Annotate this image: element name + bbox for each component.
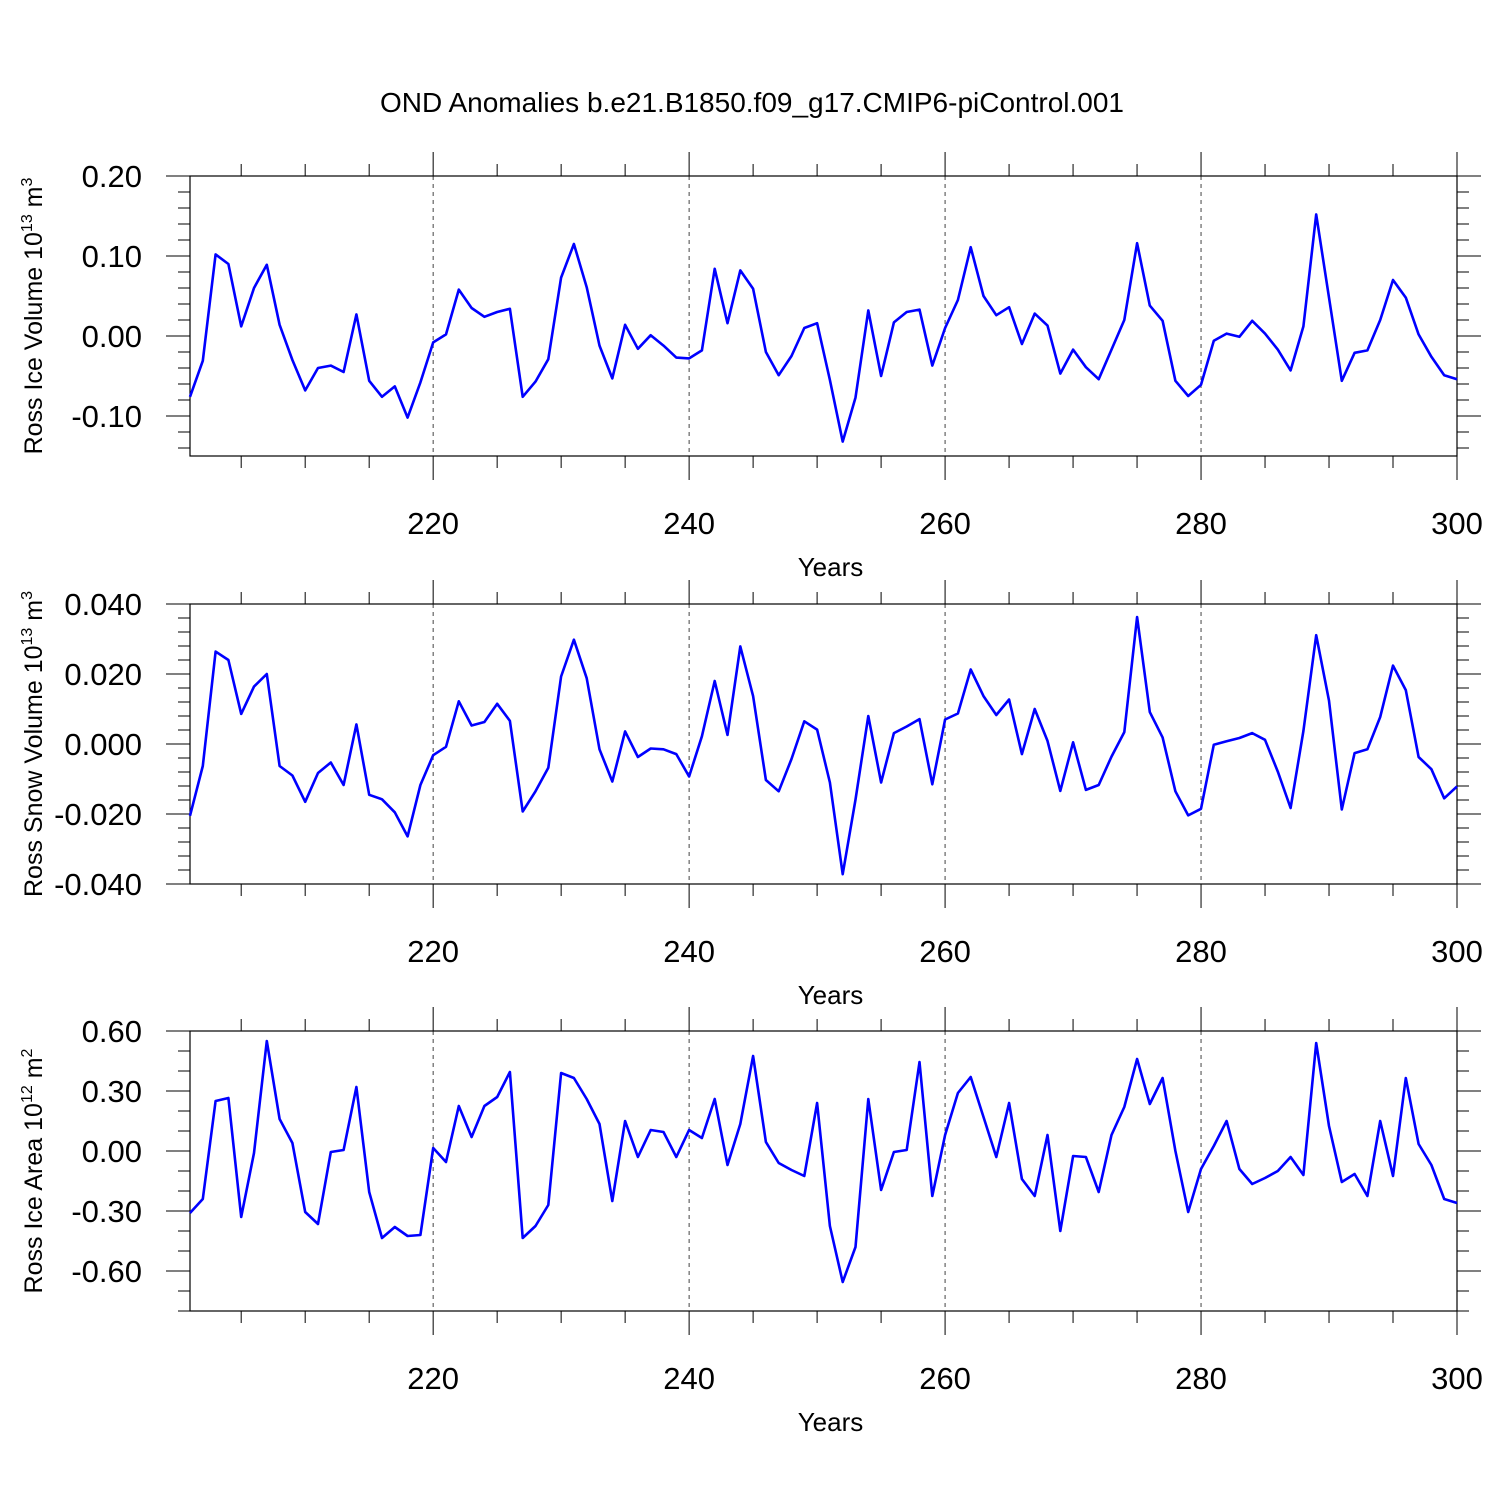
y-tick-label: -0.10 xyxy=(71,399,142,434)
y-tick-label: 0.00 xyxy=(82,1134,142,1169)
x-tick-label: 280 xyxy=(1175,934,1227,969)
x-axis-label: Years xyxy=(798,552,864,582)
y-tick-label: 0.10 xyxy=(82,239,142,274)
x-tick-label: 260 xyxy=(919,506,971,541)
x-tick-label: 260 xyxy=(919,1361,971,1396)
y-tick-label: -0.040 xyxy=(54,867,142,902)
y-axis-label-unit-exponent: 3 xyxy=(19,177,36,186)
x-tick-label: 220 xyxy=(407,934,459,969)
y-axis-label: Ross Snow Volume 1013 m3 xyxy=(19,591,48,897)
y-axis-label-unit-exponent: 3 xyxy=(19,591,36,600)
y-axis-label-text: Ross Snow Volume 10 xyxy=(20,645,48,897)
panel-3: 0.60 0.30 0.00 -0.30 -0.60 220 240 260 280 300 Yea… xyxy=(19,1007,1483,1437)
x-tick-label: 300 xyxy=(1431,934,1483,969)
x-tick-label: 300 xyxy=(1431,1361,1483,1396)
y-axis-label: Ross Ice Volume 1013 m3 xyxy=(19,177,48,454)
x-tick-label: 280 xyxy=(1175,1361,1227,1396)
x-tick-label: 220 xyxy=(407,506,459,541)
y-axis-label: Ross Ice Area 1012 m2 xyxy=(19,1048,48,1293)
series-line xyxy=(189,1039,1458,1284)
y-axis-label-text: Ross Ice Volume 10 xyxy=(20,232,48,454)
y-tick-label: 0.60 xyxy=(82,1014,142,1049)
panels: 0.20 0.10 0.00 -0.10 220 240 260 280 300 Years Ros… xyxy=(19,152,1483,1437)
y-tick-label: 0.020 xyxy=(64,657,142,692)
y-axis-label-unit: m xyxy=(20,186,48,214)
x-axis-label: Years xyxy=(798,980,864,1010)
series-line xyxy=(188,615,1458,876)
x-tick-label: 240 xyxy=(663,506,715,541)
series-line xyxy=(188,213,1458,443)
x-tick-label: 260 xyxy=(919,934,971,969)
x-axis-label: Years xyxy=(798,1407,864,1437)
y-axis-label-exponent: 12 xyxy=(19,1085,36,1103)
y-axis-label-text: Ross Ice Area 10 xyxy=(20,1103,48,1293)
plot-frame xyxy=(189,175,1458,457)
y-tick-label: 0.20 xyxy=(82,159,142,194)
chart-title: OND Anomalies b.e21.B1850.f09_g17.CMIP6-… xyxy=(380,87,1124,118)
y-tick-label: 0.040 xyxy=(64,587,142,622)
y-tick-label: 0.000 xyxy=(64,727,142,762)
panel-2: 0.040 0.020 0.000 -0.020 -0.040 220 240 260 280 3… xyxy=(19,580,1483,1010)
y-tick-label: 0.00 xyxy=(82,319,142,354)
y-axis-label-unit: m xyxy=(20,1057,48,1085)
y-tick-label: 0.30 xyxy=(82,1074,142,1109)
x-tick-label: 240 xyxy=(663,1361,715,1396)
y-axis-label-unit-exponent: 2 xyxy=(19,1048,36,1057)
y-tick-label: -0.020 xyxy=(54,797,142,832)
y-axis-label-exponent: 13 xyxy=(19,214,36,232)
panel-1: 0.20 0.10 0.00 -0.10 220 240 260 280 300 Years Ros… xyxy=(19,152,1483,582)
x-tick-label: 280 xyxy=(1175,506,1227,541)
y-tick-label: -0.60 xyxy=(71,1254,142,1289)
x-tick-label: 220 xyxy=(407,1361,459,1396)
x-tick-label: 300 xyxy=(1431,506,1483,541)
y-axis-label-unit: m xyxy=(20,600,48,628)
y-axis-label-exponent: 13 xyxy=(19,628,36,646)
y-tick-label: -0.30 xyxy=(71,1194,142,1229)
x-tick-label: 240 xyxy=(663,934,715,969)
